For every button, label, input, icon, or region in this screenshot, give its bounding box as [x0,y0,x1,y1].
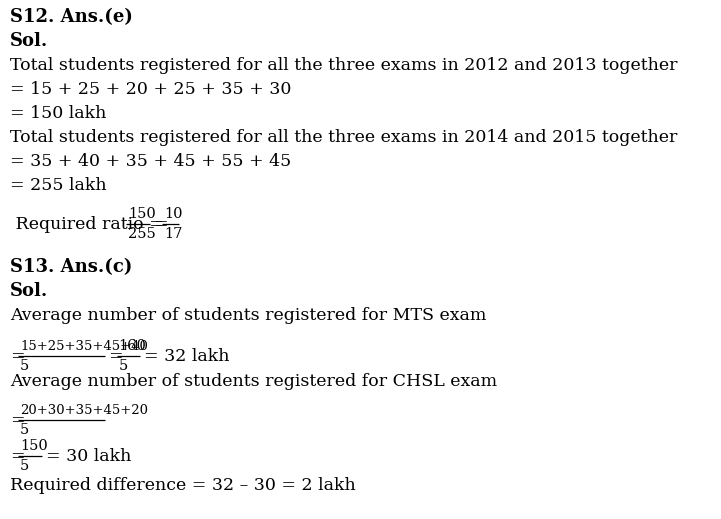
Text: =: = [10,348,25,365]
Text: =: = [154,216,168,233]
Text: Required difference = 32 – 30 = 2 lakh: Required difference = 32 – 30 = 2 lakh [10,477,355,494]
Text: =: = [109,348,123,365]
Text: Average number of students registered for CHSL exam: Average number of students registered fo… [10,373,497,390]
Text: 20+30+35+45+20: 20+30+35+45+20 [20,404,148,417]
Text: Required ratio =: Required ratio = [10,216,164,233]
Text: 10: 10 [164,207,183,221]
Text: Sol.: Sol. [10,32,48,50]
Text: = 255 lakh: = 255 lakh [10,177,107,194]
Text: 255: 255 [128,227,156,241]
Text: 150: 150 [20,439,48,453]
Text: = 30 lakh: = 30 lakh [45,448,131,465]
Text: S12. Ans.(e): S12. Ans.(e) [10,8,133,26]
Text: = 150 lakh: = 150 lakh [10,105,107,122]
Text: 150: 150 [128,207,156,221]
Text: 5: 5 [20,459,30,473]
Text: 17: 17 [164,227,182,241]
Text: =: = [10,412,25,429]
Text: Average number of students registered for MTS exam: Average number of students registered fo… [10,307,487,324]
Text: Sol.: Sol. [10,282,48,300]
Text: = 15 + 25 + 20 + 25 + 35 + 30: = 15 + 25 + 20 + 25 + 35 + 30 [10,81,291,98]
Text: S13. Ans.(c): S13. Ans.(c) [10,258,133,276]
Text: 5: 5 [119,359,128,373]
Text: = 32 lakh: = 32 lakh [144,348,230,365]
Text: 5: 5 [20,423,30,437]
Text: = 35 + 40 + 35 + 45 + 55 + 45: = 35 + 40 + 35 + 45 + 55 + 45 [10,153,291,170]
Text: =: = [10,448,25,465]
Text: 15+25+35+45+40: 15+25+35+45+40 [20,340,148,353]
Text: Total students registered for all the three exams in 2012 and 2013 together: Total students registered for all the th… [10,57,678,74]
Text: Total students registered for all the three exams in 2014 and 2015 together: Total students registered for all the th… [10,129,677,146]
Text: 5: 5 [20,359,30,373]
Text: 160: 160 [119,339,146,353]
